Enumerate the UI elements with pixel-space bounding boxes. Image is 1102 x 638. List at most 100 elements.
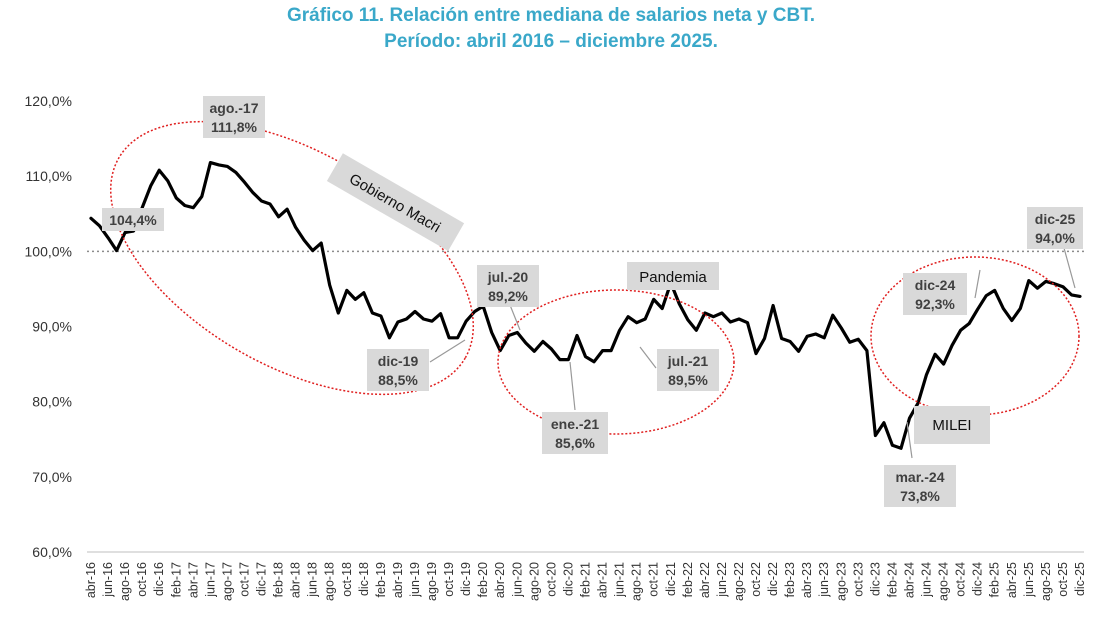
- callout-ene21-text: ene.-21: [551, 416, 599, 432]
- callout-ene21-text: 85,6%: [555, 435, 595, 451]
- annotation-milei-box: [914, 406, 990, 444]
- callout-dic24-text: 92,3%: [915, 296, 955, 312]
- x-tick-label: dic-21: [664, 562, 678, 596]
- x-tick-label: oct-25: [1056, 562, 1070, 597]
- x-tick-label: dic-22: [766, 562, 780, 596]
- y-tick-label: 120,0%: [25, 93, 72, 109]
- x-tick-label: feb-18: [272, 562, 286, 597]
- x-tick-label: dic-18: [357, 562, 371, 596]
- callout-ene21-box: [542, 412, 608, 454]
- callout-jul21-text: 89,5%: [668, 372, 708, 388]
- leader-line: [1063, 247, 1076, 289]
- x-tick-label: dic-25: [1073, 562, 1087, 596]
- x-tick-label: abr-23: [800, 562, 814, 598]
- callout-ago17-text: 111,8%: [211, 119, 257, 135]
- x-tick-label: oct-23: [851, 562, 865, 597]
- x-tick-label: feb-24: [885, 562, 899, 597]
- annotation-macri-box: [326, 153, 465, 251]
- x-tick-label: feb-21: [579, 562, 593, 597]
- pandemia-ellipse: [497, 289, 735, 435]
- x-tick-label: feb-22: [681, 562, 695, 597]
- x-tick-label: feb-25: [988, 562, 1002, 597]
- leader-line: [906, 421, 913, 459]
- x-tick-label: jun-21: [613, 562, 627, 598]
- x-tick-label: jun-17: [203, 562, 217, 598]
- callout-dic24-text: dic-24: [915, 277, 956, 293]
- x-tick-label: jun-22: [715, 562, 729, 598]
- x-tick-label: ago-25: [1039, 562, 1053, 601]
- leader-line: [509, 304, 521, 331]
- chart-title: Gráfico 11. Relación entre mediana de sa…: [287, 5, 815, 26]
- leader-line: [429, 339, 466, 363]
- x-tick-label: dic-19: [459, 562, 473, 596]
- x-tick-label: dic-23: [868, 562, 882, 596]
- callout-jul20-box: [477, 265, 539, 307]
- callout-mar24-text: mar.-24: [895, 469, 944, 485]
- x-tick-label: ago-20: [527, 562, 541, 601]
- y-tick-label: 70,0%: [32, 469, 72, 485]
- x-tick-label: abr-21: [596, 562, 610, 598]
- y-tick-label: 80,0%: [32, 394, 72, 410]
- x-tick-label: abr-18: [289, 562, 303, 598]
- annotation-pandemia-box: [627, 262, 719, 290]
- x-tick-label: jun-20: [510, 562, 524, 598]
- chart-subtitle: Período: abril 2016 – diciembre 2025.: [384, 31, 718, 52]
- callout-dic25-box: [1027, 207, 1083, 249]
- x-tick-label: dic-16: [152, 562, 166, 596]
- x-tick-label: ago-24: [937, 562, 951, 601]
- x-tick-label: jun-23: [817, 562, 831, 598]
- x-tick-label: jun-25: [1022, 562, 1036, 598]
- annotation-milei-text: MILEI: [932, 417, 971, 434]
- x-tick-label: jun-19: [408, 562, 422, 598]
- callout-mar24-box: [884, 465, 956, 507]
- y-tick-label: 90,0%: [32, 319, 72, 335]
- x-tick-label: ago-18: [323, 562, 337, 601]
- x-tick-label: abr-19: [391, 562, 405, 598]
- callout-dic24-box: [903, 273, 967, 315]
- callout-jul21-box: [657, 349, 719, 391]
- callout-mar24-text: 73,8%: [900, 488, 940, 504]
- leader-line: [639, 346, 657, 369]
- x-tick-label: oct-20: [544, 562, 558, 597]
- x-tick-label: feb-17: [169, 562, 183, 597]
- leader-line: [569, 361, 576, 411]
- x-tick-label: feb-19: [374, 562, 388, 597]
- leader-line: [974, 269, 981, 299]
- callout-ago17-box: [203, 96, 265, 138]
- x-tick-label: dic-24: [971, 562, 985, 596]
- y-tick-label: 60,0%: [32, 544, 72, 560]
- x-tick-label: abr-20: [493, 562, 507, 598]
- callout-abr16-text: 104,4%: [109, 212, 157, 228]
- x-tick-label: oct-22: [749, 562, 763, 597]
- x-tick-label: oct-21: [647, 562, 661, 597]
- annotation-pandemia-text: Pandemia: [639, 269, 707, 286]
- callout-dic19-text: 88,5%: [378, 372, 418, 388]
- x-tick-label: dic-20: [561, 562, 575, 596]
- x-tick-label: ago-23: [834, 562, 848, 601]
- callout-jul20-text: 89,2%: [488, 288, 528, 304]
- callout-dic19-text: dic-19: [378, 353, 419, 369]
- macri-ellipse: [109, 120, 475, 396]
- x-tick-label: oct-18: [340, 562, 354, 597]
- x-tick-label: ago-19: [425, 562, 439, 601]
- callout-dic25-text: dic-25: [1035, 211, 1076, 227]
- x-tick-label: ago-21: [630, 562, 644, 601]
- x-tick-label: oct-16: [135, 562, 149, 597]
- x-tick-label: feb-23: [783, 562, 797, 597]
- x-tick-label: ago-22: [732, 562, 746, 601]
- x-tick-label: feb-20: [476, 562, 490, 597]
- callout-ago17-text: ago.-17: [209, 100, 258, 116]
- x-tick-label: abr-24: [902, 562, 916, 598]
- x-tick-label: dic-17: [255, 562, 269, 596]
- callout-abr16-box: [102, 208, 164, 231]
- x-tick-label: jun-18: [306, 562, 320, 598]
- y-tick-label: 110,0%: [26, 168, 72, 184]
- callout-dic25-text: 94,0%: [1035, 230, 1075, 246]
- x-tick-label: abr-22: [698, 562, 712, 598]
- x-tick-label: ago-16: [118, 562, 132, 601]
- x-tick-label: abr-16: [84, 562, 98, 598]
- x-tick-label: jun-16: [101, 562, 115, 598]
- x-tick-label: oct-17: [237, 562, 251, 597]
- callout-jul20-text: jul.-20: [487, 269, 529, 285]
